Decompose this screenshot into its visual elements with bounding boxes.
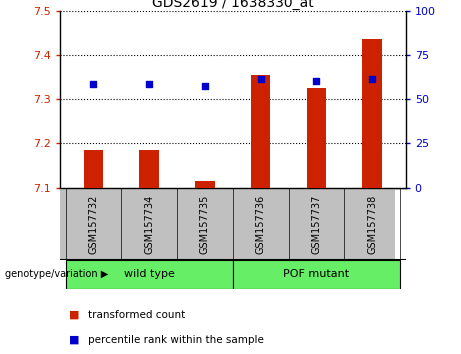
Text: GSM157738: GSM157738 bbox=[367, 194, 377, 253]
Text: GSM157737: GSM157737 bbox=[312, 194, 321, 253]
Bar bbox=[233, 260, 400, 289]
Text: GSM157736: GSM157736 bbox=[256, 194, 266, 253]
Point bbox=[368, 76, 376, 82]
Bar bbox=[83, 150, 103, 188]
Text: percentile rank within the sample: percentile rank within the sample bbox=[88, 335, 264, 345]
Bar bbox=[195, 181, 215, 188]
Point bbox=[257, 76, 264, 82]
Bar bbox=[251, 75, 271, 188]
Text: GSM157732: GSM157732 bbox=[89, 194, 98, 253]
Point bbox=[146, 81, 153, 86]
Point bbox=[201, 83, 209, 88]
Text: POF mutant: POF mutant bbox=[284, 269, 349, 279]
Text: ■: ■ bbox=[69, 310, 80, 320]
Bar bbox=[139, 150, 159, 188]
Text: transformed count: transformed count bbox=[88, 310, 185, 320]
Text: GSM157734: GSM157734 bbox=[144, 194, 154, 253]
Title: GDS2619 / 1638330_at: GDS2619 / 1638330_at bbox=[152, 0, 313, 10]
Text: ■: ■ bbox=[69, 335, 80, 345]
Text: genotype/variation ▶: genotype/variation ▶ bbox=[5, 269, 108, 279]
Point bbox=[90, 81, 97, 86]
Text: wild type: wild type bbox=[124, 269, 175, 279]
Bar bbox=[307, 88, 326, 188]
Bar bbox=[65, 260, 233, 289]
Point bbox=[313, 79, 320, 84]
Text: GSM157735: GSM157735 bbox=[200, 194, 210, 253]
Bar bbox=[362, 39, 382, 188]
